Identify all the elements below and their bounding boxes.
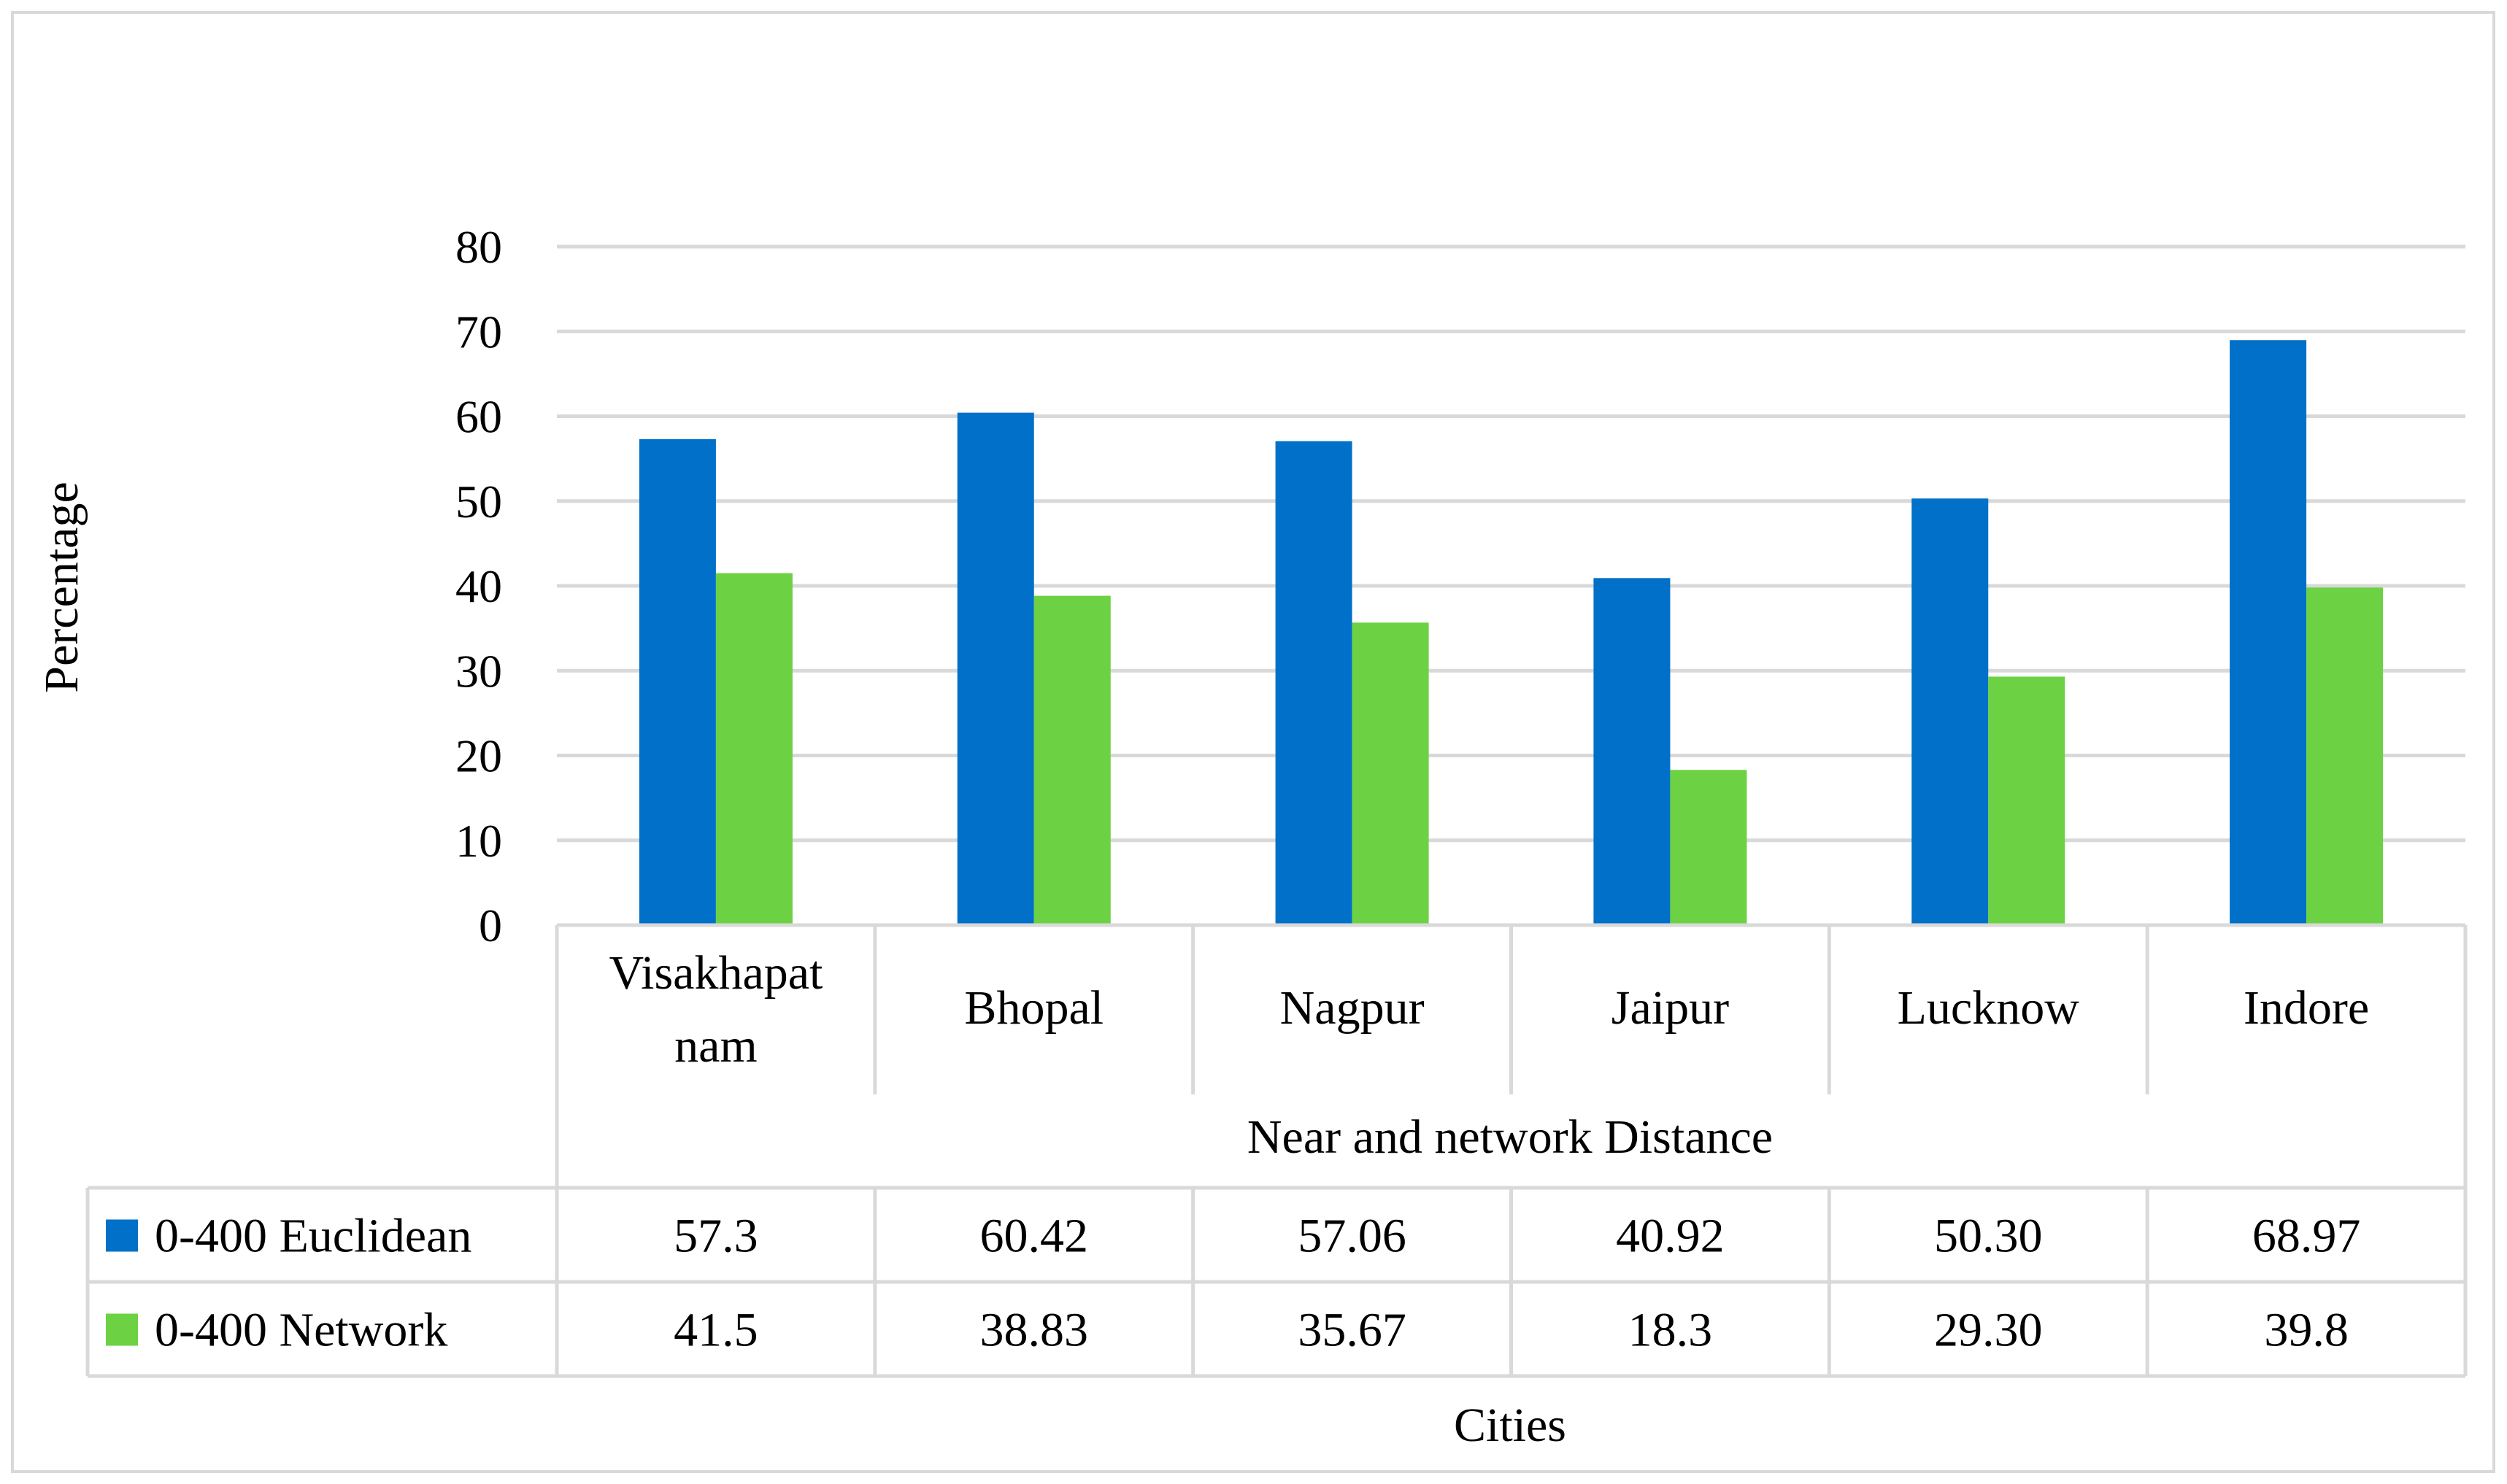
legend-swatch-euclidean: [106, 1219, 138, 1252]
y-tick-label-70: 70: [455, 306, 502, 358]
bar-network-bhopal: [1033, 595, 1111, 925]
data-label-euclidean-bhopal: 60.42: [980, 1210, 1089, 1263]
data-label-network-lucknow: 29.30: [1934, 1304, 2043, 1357]
x-axis-label: Cities: [1454, 1399, 1566, 1452]
y-tick-label-20: 20: [455, 730, 502, 782]
category-label-lucknow: Lucknow: [1898, 981, 2080, 1035]
data-label-euclidean-indore: 68.97: [2252, 1210, 2361, 1263]
bar-network-lucknow: [1988, 676, 2065, 925]
y-tick-label-30: 30: [455, 645, 502, 697]
category-label-indore: Indore: [2244, 981, 2369, 1035]
y-tick-label-80: 80: [455, 221, 502, 273]
bars: [639, 340, 2384, 925]
data-label-euclidean-nagpur: 57.06: [1298, 1210, 1406, 1263]
data-label-network-nagpur: 35.67: [1298, 1304, 1406, 1357]
data-label-euclidean-visakhapatnam: 57.3: [674, 1210, 758, 1263]
legend-label-network: 0-400 Network: [155, 1304, 447, 1357]
data-label-euclidean-lucknow: 50.30: [1934, 1210, 2043, 1263]
legend-label-euclidean: 0-400 Euclidean: [155, 1210, 471, 1263]
category-label-visakhapatnam: Visakhapat: [609, 946, 823, 1000]
y-axis-label: Percentage: [35, 482, 88, 693]
legend-swatch-network: [106, 1313, 138, 1346]
bar-network-nagpur: [1352, 622, 1429, 925]
bar-euclidean-nagpur: [1275, 441, 1352, 925]
category-label-jaipur: Jaipur: [1611, 981, 1729, 1035]
data-label-network-visakhapatnam: 41.5: [674, 1304, 758, 1357]
y-tick-label-60: 60: [455, 391, 502, 443]
bar-euclidean-jaipur: [1593, 578, 1671, 925]
bar-network-indore: [2306, 587, 2384, 925]
y-tick-labels: 0 10 20 30 40 50 60 70 80: [455, 221, 502, 951]
bar-euclidean-indore: [2230, 340, 2307, 925]
bar-euclidean-lucknow: [1911, 498, 1989, 925]
data-table: Visakhapat nam Bhopal Nagpur Jaipur Lucknow In…: [85, 923, 2468, 1378]
category-label-nagpur: Nagpur: [1280, 981, 1425, 1035]
bar-network-visakhapatnam: [715, 573, 793, 925]
bar-euclidean-visakhapatnam: [639, 438, 716, 925]
data-label-network-jaipur: 18.3: [1628, 1304, 1713, 1357]
data-label-euclidean-jaipur: 40.92: [1616, 1210, 1725, 1263]
category-label-bhopal: Bhopal: [964, 981, 1104, 1035]
y-tick-label-50: 50: [455, 476, 502, 527]
category-group-label: Near and network Distance: [1247, 1110, 1773, 1164]
bar-network-jaipur: [1670, 770, 1747, 925]
bar-euclidean-bhopal: [957, 412, 1034, 925]
category-label-visakhapatnam: nam: [674, 1019, 758, 1073]
chart-frame: [11, 11, 2495, 1473]
data-label-network-indore: 39.8: [2264, 1304, 2349, 1357]
y-tick-label-40: 40: [455, 560, 502, 612]
gridlines: [557, 244, 2465, 843]
data-label-network-bhopal: 38.83: [980, 1304, 1089, 1357]
y-tick-label-10: 10: [455, 815, 502, 867]
y-tick-label-0: 0: [479, 900, 502, 951]
